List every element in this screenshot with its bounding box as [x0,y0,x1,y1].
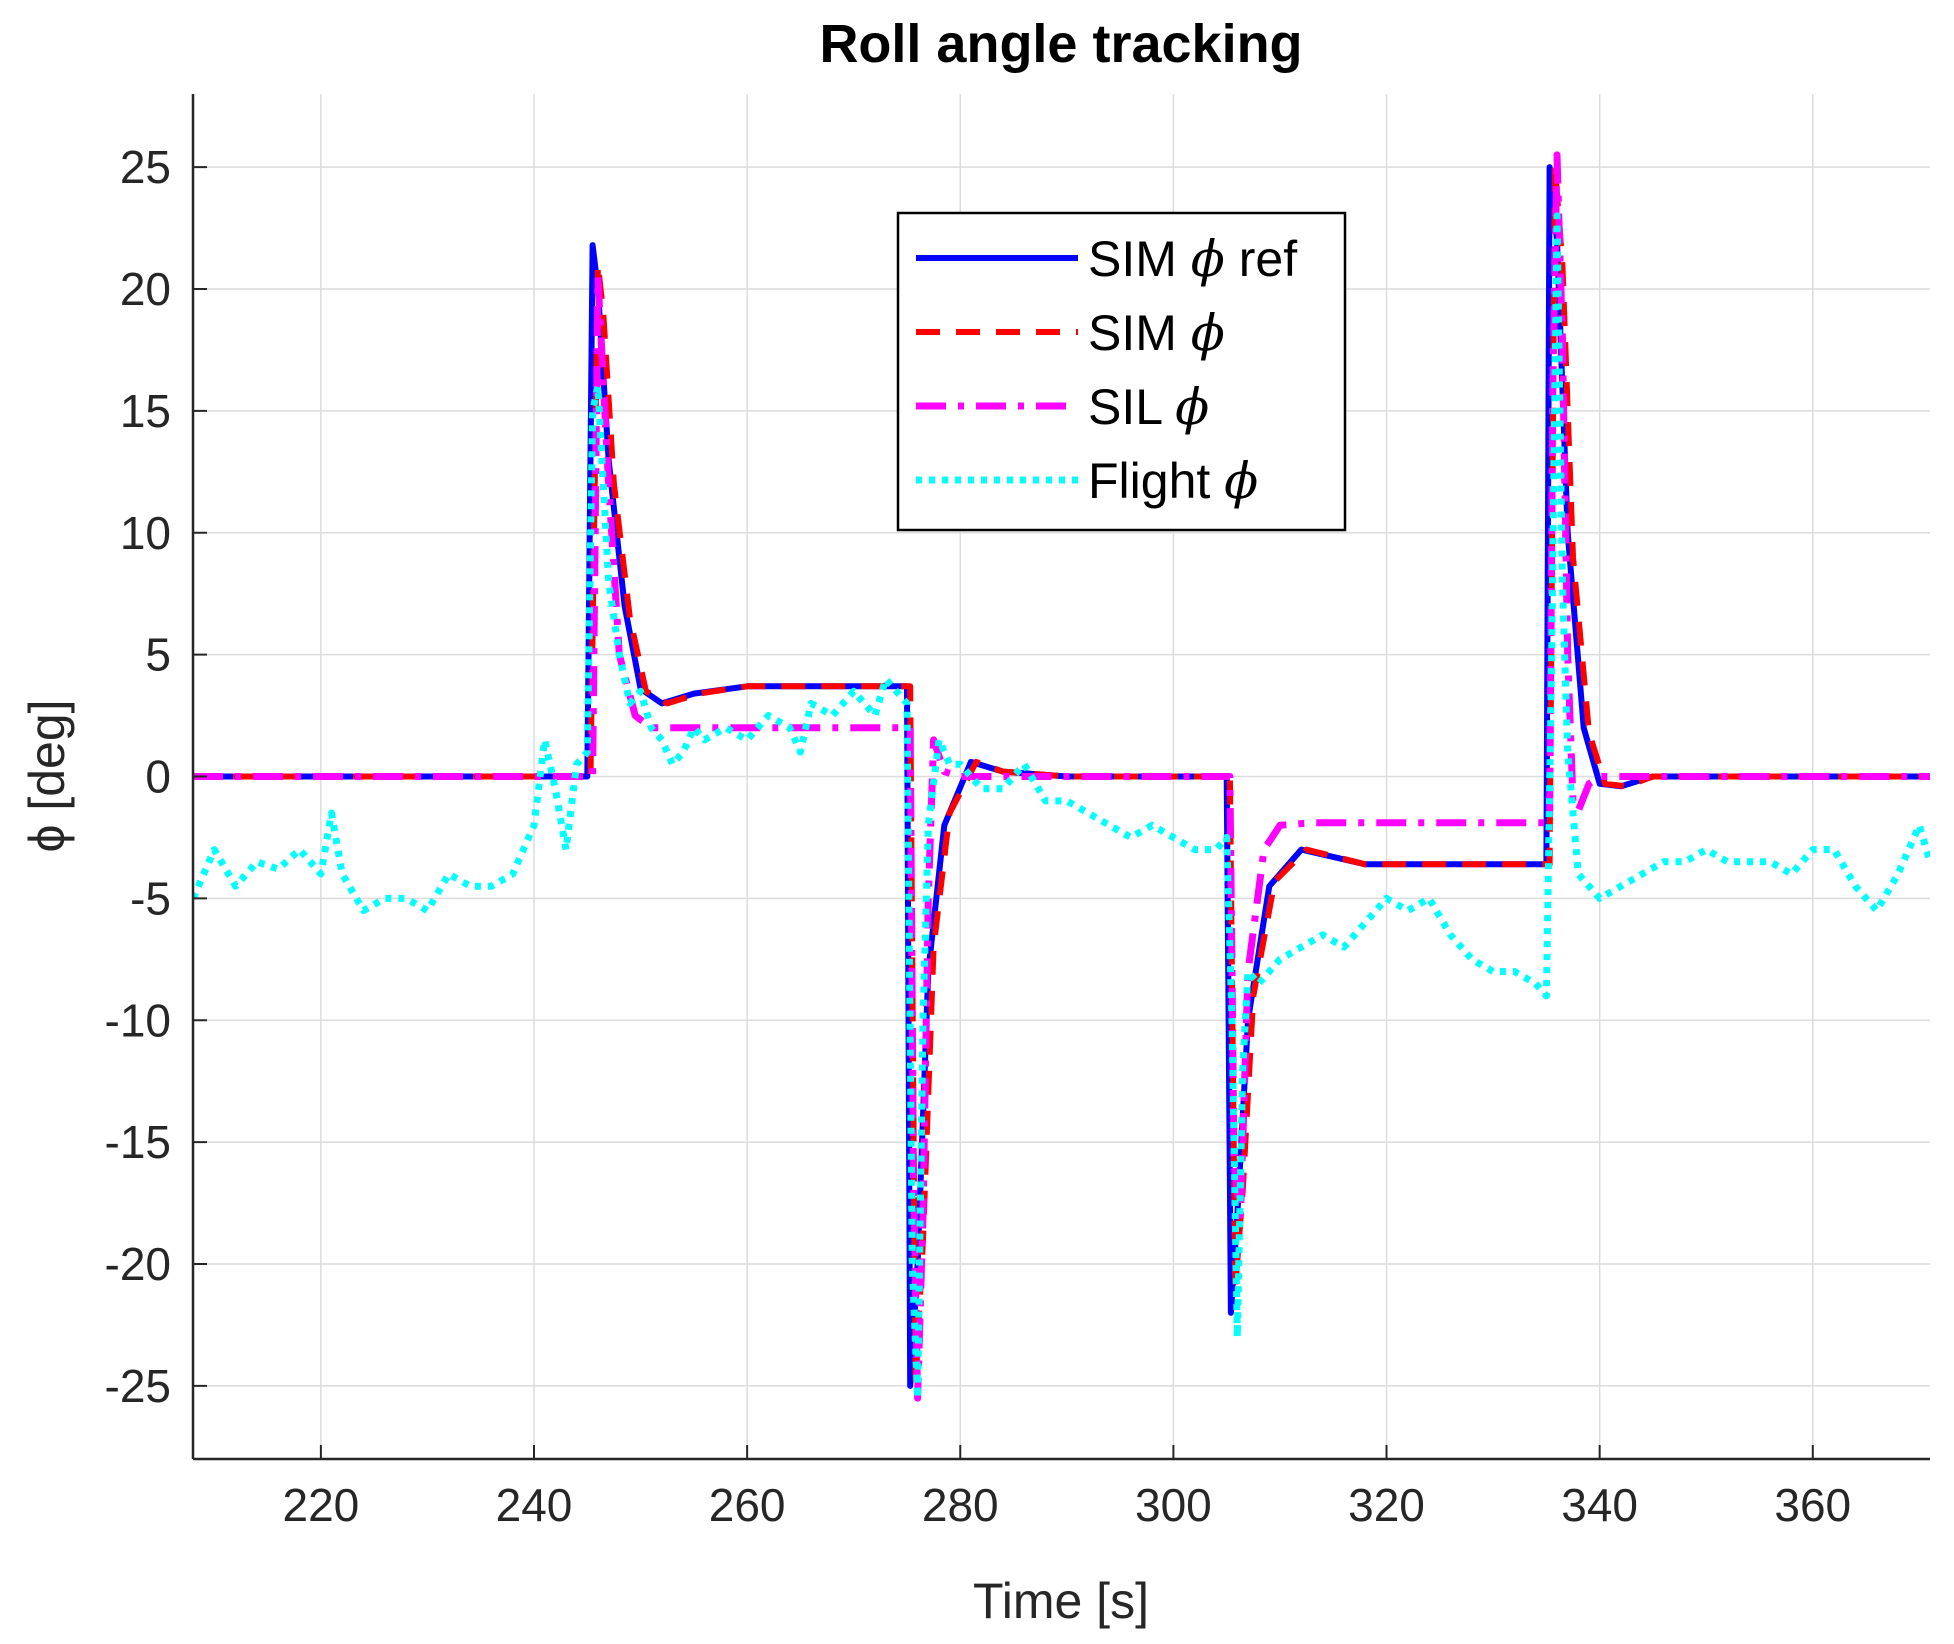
x-tick-label: 240 [496,1479,573,1531]
y-axis-label: ϕ [deg] [19,699,75,852]
legend-label-4: Flight ϕ [1088,452,1258,510]
series-lines [193,151,1930,1402]
y-tick-label: 5 [145,629,171,681]
x-tick-label: 320 [1348,1479,1425,1531]
y-tick-label: 0 [145,751,171,803]
legend-label-3: SIL ϕ [1088,378,1209,436]
y-tick-label: -10 [105,994,171,1046]
x-tick-label: 360 [1774,1479,1851,1531]
chart-title: Roll angle tracking [819,14,1302,74]
y-tick-label: -20 [105,1238,171,1290]
x-axis-label: Time [s] [973,1573,1149,1629]
x-tick-label: 300 [1135,1479,1212,1531]
legend-label-2: SIM ϕ [1088,304,1225,362]
legend: SIM ϕ ref SIM ϕ SIL ϕ Flight ϕ [896,211,1347,532]
tick-labels: 220 240 260 280 300 320 340 360 -25 -20 -15 -10 -5 0 5… [105,141,1852,1531]
x-tick-label: 280 [922,1479,999,1531]
y-tick-label: -15 [105,1116,171,1168]
series-line-3 [193,151,1930,1402]
y-tick-label: 25 [120,141,171,193]
x-tick-label: 260 [709,1479,786,1531]
series-line-4 [193,212,1930,1402]
legend-label-1: SIM ϕ ref [1088,230,1297,288]
x-tick-label: 340 [1561,1479,1638,1531]
y-tick-label: -25 [105,1360,171,1412]
y-tick-label: 10 [120,507,171,559]
y-tick-label: 15 [120,385,171,437]
axes [191,94,1930,1461]
y-tick-label: 20 [120,263,171,315]
y-tick-label: -5 [130,872,171,924]
x-tick-label: 220 [283,1479,360,1531]
